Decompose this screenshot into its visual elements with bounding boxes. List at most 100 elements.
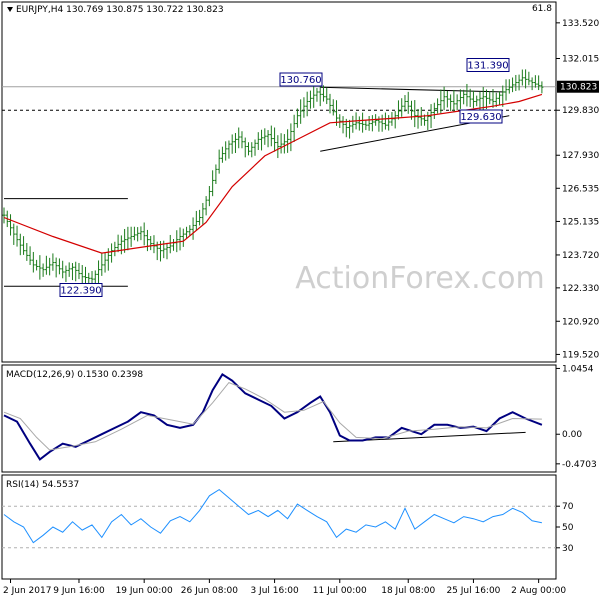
ohlc-bar <box>400 98 404 117</box>
ohlc-bar <box>97 260 101 284</box>
ohlc-bar <box>455 94 459 111</box>
ohlc-bar <box>61 260 65 279</box>
ohlc-bar <box>44 255 48 275</box>
ohlc-bar <box>361 112 365 133</box>
ohlc-bar <box>315 88 319 102</box>
price-pane-frame <box>1 1 557 363</box>
ohlc-bar <box>230 134 234 154</box>
ohlc-bar <box>266 130 270 148</box>
ohlc-bar <box>119 235 123 255</box>
price-annotation-box <box>59 282 103 297</box>
ohlc-bar <box>129 226 133 247</box>
ohlc-bar <box>318 84 322 107</box>
y-tick-label: 132.015 <box>562 54 599 64</box>
ohlc-bar <box>357 116 361 131</box>
x-tick-label: 26 Jun 08:00 <box>181 586 238 596</box>
ohlc-bar <box>191 217 195 240</box>
y-tick-label: 126.535 <box>562 184 599 194</box>
ohlc-bar <box>126 226 130 251</box>
ohlc-bar <box>217 149 221 174</box>
price-bars <box>2 69 544 287</box>
x-tick-label: 25 Jul 16:00 <box>446 586 500 596</box>
ohlc-bar <box>31 251 35 273</box>
macd-line <box>3 373 543 461</box>
ohlc-bar <box>367 116 371 131</box>
y-tick-label: 1.0454 <box>562 364 594 374</box>
price-annotation: 129.630 <box>459 109 503 124</box>
ohlc-bar <box>449 94 453 111</box>
ohlc-bar <box>494 92 498 108</box>
moving-average-line <box>3 93 543 254</box>
ohlc-bar <box>168 234 172 254</box>
ohlc-bar <box>207 186 211 207</box>
ohlc-bar <box>256 132 260 150</box>
price-annotation: 131.390 <box>466 57 510 72</box>
current-price-tag <box>557 80 599 93</box>
macd-title: MACD(12,26,9) 0.1530 0.2398 <box>6 370 143 380</box>
ohlc-bar <box>41 263 45 277</box>
ohlc-bar <box>165 242 169 260</box>
ohlc-bar <box>537 75 541 91</box>
ohlc-bar <box>504 79 508 101</box>
ohlc-bar <box>530 77 534 91</box>
pane-menu-triangle-icon[interactable] <box>7 7 13 12</box>
ohlc-bar <box>439 89 443 114</box>
price-trendline <box>320 86 507 93</box>
ohlc-bar <box>198 209 202 226</box>
ohlc-bar <box>445 90 449 108</box>
macd-signal-line <box>3 382 542 451</box>
x-tick-label: 19 Jun 00:00 <box>116 586 173 596</box>
ohlc-bar <box>87 272 91 284</box>
price-levels <box>2 86 556 111</box>
ohlc-bar <box>240 131 244 149</box>
top-right-value: 61.8 <box>532 4 552 14</box>
ohlc-bar <box>250 142 254 158</box>
ohlc-bar <box>426 111 430 130</box>
ohlc-bar <box>383 112 387 130</box>
ohlc-bar <box>380 114 384 132</box>
x-tick-label: 2 Aug 00:00 <box>511 586 566 596</box>
ohlc-bar <box>48 257 52 276</box>
y-tick-label: 50 <box>562 523 574 533</box>
ohlc-bar <box>452 89 456 113</box>
ohlc-bar <box>335 100 339 126</box>
ohlc-bar <box>387 115 391 131</box>
ohlc-bar <box>25 242 29 261</box>
ohlc-bar <box>237 127 241 149</box>
price-annotation-box <box>459 109 503 124</box>
ohlc-bar <box>501 85 505 107</box>
ohlc-bar <box>243 137 247 158</box>
ohlc-bar <box>370 115 374 132</box>
ohlc-bar <box>12 223 16 245</box>
ohlc-bar <box>416 108 420 129</box>
ohlc-bar <box>462 89 466 105</box>
ohlc-bar <box>468 88 472 108</box>
ohlc-bar <box>282 134 286 154</box>
price-annotation-box <box>279 72 323 87</box>
ohlc-bar <box>18 233 22 256</box>
ohlc-bar <box>338 114 342 128</box>
x-tick-label: 2 Jun 2017 <box>3 586 51 596</box>
ohlc-bar <box>286 129 290 153</box>
ohlc-bar <box>279 133 283 154</box>
watermark: ActionForex.com <box>295 261 544 296</box>
ohlc-bar <box>194 210 198 231</box>
ohlc-bar <box>471 90 475 109</box>
ohlc-bar <box>100 253 104 276</box>
ohlc-bar <box>305 91 309 117</box>
ohlc-bar <box>429 104 433 129</box>
rsi-levels <box>2 505 556 549</box>
ohlc-bar <box>64 265 68 282</box>
ohlc-bar <box>436 98 440 114</box>
ohlc-bar <box>185 226 189 238</box>
price-annotation: 130.760 <box>279 72 323 87</box>
y-tick-label: 120.920 <box>562 317 599 327</box>
ohlc-bar <box>364 120 368 131</box>
y-tick-label: 122.330 <box>562 284 599 294</box>
y-tick-label: 119.520 <box>562 350 599 360</box>
ohlc-bar <box>74 261 78 282</box>
ohlc-bar <box>458 89 462 109</box>
ohlc-bar <box>220 146 224 163</box>
ohlc-bar <box>292 114 296 142</box>
